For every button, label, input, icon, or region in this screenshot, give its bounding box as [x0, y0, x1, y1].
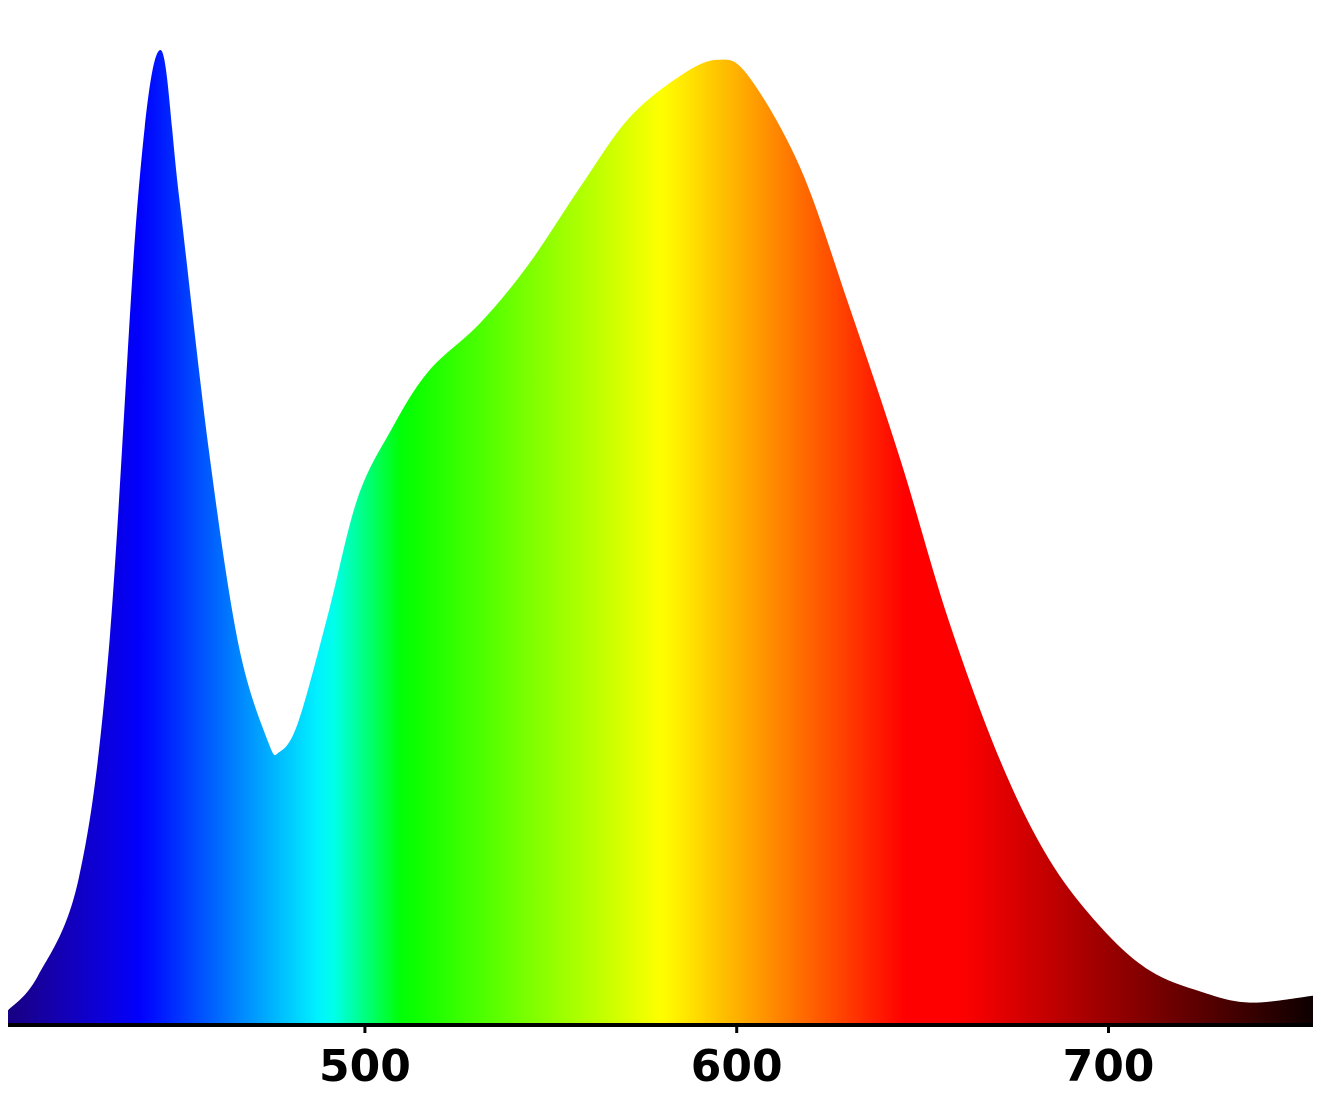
- x-tick-label: 700: [1063, 1041, 1155, 1092]
- x-tick-label: 500: [319, 1041, 411, 1092]
- spectrum-area: [8, 50, 1313, 1025]
- x-tick-label: 600: [691, 1041, 783, 1092]
